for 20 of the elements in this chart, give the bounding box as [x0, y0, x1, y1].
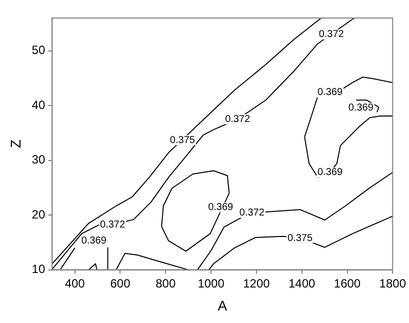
y-tick-label: 10: [32, 262, 46, 276]
y-tick-label: 40: [32, 98, 46, 112]
y-tick-label: 30: [32, 152, 46, 167]
y-tick-label: 20: [32, 207, 46, 222]
x-tick-label: 1800: [379, 276, 406, 290]
x-axis-title: A: [218, 297, 228, 314]
x-tick-label: 800: [156, 276, 176, 290]
annotation: 0.372: [318, 29, 344, 40]
y-tick-label: 50: [32, 43, 46, 58]
x-tick-label: 600: [110, 276, 131, 290]
x-tick-label: 400: [64, 276, 86, 290]
x-tick-label: 1200: [243, 276, 270, 290]
y-axis-title: Z: [7, 139, 24, 148]
annotation: 0.369: [348, 102, 374, 114]
x-tick-label: 1600: [334, 276, 361, 290]
annotation: 0.375: [170, 134, 196, 146]
x-tick-label: 1400: [288, 276, 316, 290]
x-tick-label: 1000: [198, 276, 225, 290]
annotation: 0.369: [81, 236, 107, 247]
annotation: 0.369: [208, 202, 234, 214]
